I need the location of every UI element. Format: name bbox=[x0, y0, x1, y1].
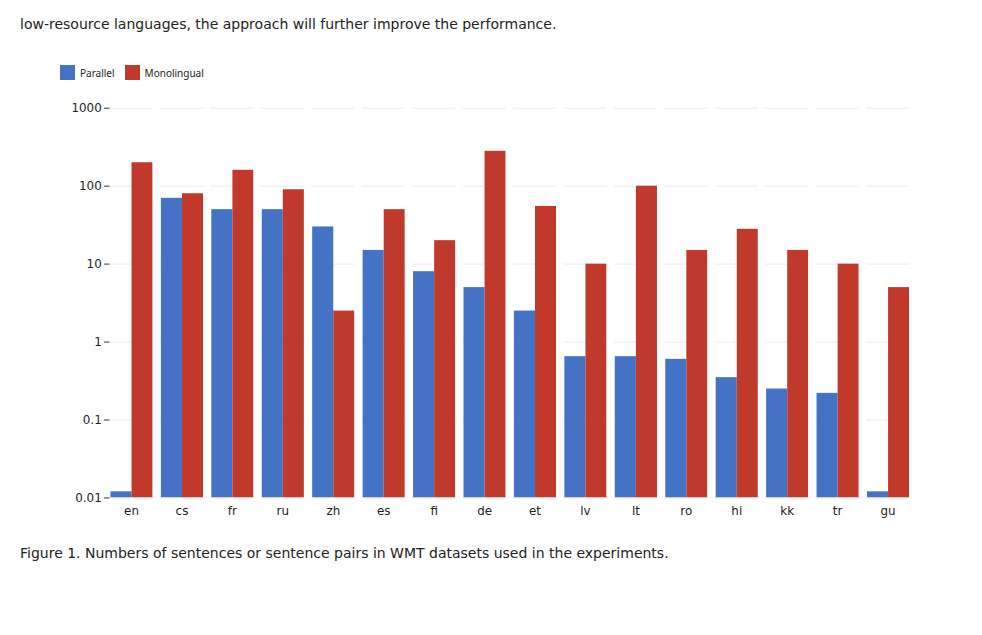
svg-text:100: 100 bbox=[79, 179, 102, 193]
svg-text:cs: cs bbox=[176, 504, 189, 518]
svg-text:es: es bbox=[377, 504, 391, 518]
svg-text:0.01: 0.01 bbox=[75, 491, 102, 505]
svg-text:fi: fi bbox=[430, 504, 438, 518]
svg-text:0.1: 0.1 bbox=[83, 413, 102, 427]
svg-text:kk: kk bbox=[780, 504, 794, 518]
svg-text:10: 10 bbox=[87, 257, 102, 271]
svg-text:en: en bbox=[124, 504, 139, 518]
svg-text:et: et bbox=[529, 504, 541, 518]
svg-text:ro: ro bbox=[680, 504, 692, 518]
html-text:Monolingual: Monolingual bbox=[144, 65, 204, 80]
svg-text:fr: fr bbox=[228, 504, 237, 518]
svg-text:1: 1 bbox=[94, 335, 102, 349]
svg-text:lv: lv bbox=[580, 504, 590, 518]
svg-text:tr: tr bbox=[833, 504, 843, 518]
svg-text:zh: zh bbox=[326, 504, 340, 518]
svg-text:hi: hi bbox=[731, 504, 742, 518]
svg-text:de: de bbox=[477, 504, 492, 518]
svg-text:1000: 1000 bbox=[71, 101, 101, 115]
html-text:Parallel: Parallel bbox=[80, 65, 115, 80]
svg-text:ru: ru bbox=[277, 504, 289, 518]
html-text:Figure 1. Numbers of sentences: Figure 1. Numbers of sentences or senten… bbox=[20, 545, 669, 561]
svg-text:gu: gu bbox=[881, 504, 896, 518]
svg-text:lt: lt bbox=[632, 504, 640, 518]
html-text:low-resource languages, the ap: low-resource languages, the approach wil… bbox=[20, 16, 557, 32]
